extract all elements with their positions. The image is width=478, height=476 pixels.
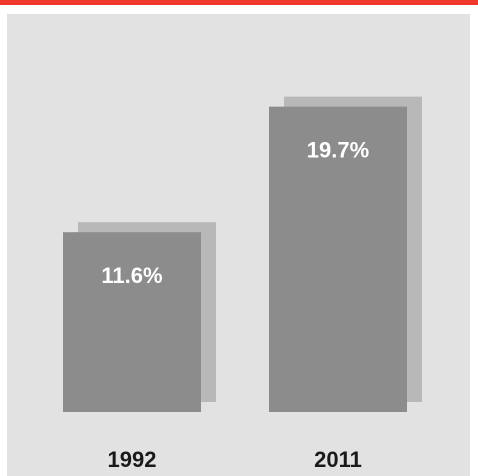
bar-1992 [63,232,201,412]
category-label-2011: 2011 [314,447,362,472]
bar-2011 [269,106,407,413]
category-label-1992: 1992 [108,447,157,472]
value-label-2011: 19.7% [307,138,369,163]
value-label-1992: 11.6% [101,263,162,288]
accent-bar [0,0,478,5]
